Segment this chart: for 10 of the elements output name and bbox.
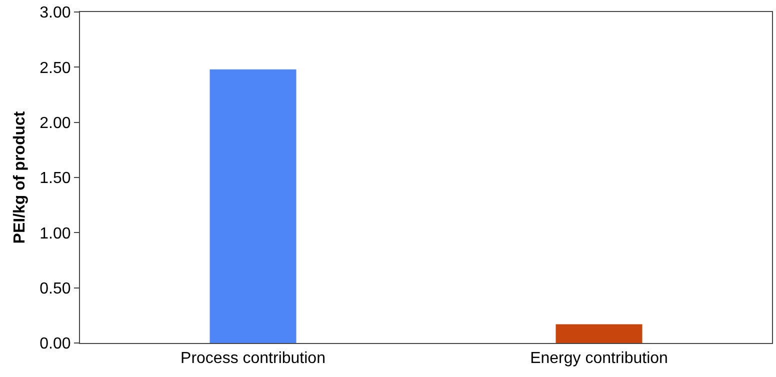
y-axis-title: PEI/kg of product [12,110,29,244]
x-tick-label: Process contribution [180,350,326,368]
y-tick-label: 3.00 [40,4,71,22]
y-tick-label: 1.50 [40,170,71,188]
y-tick-label: 0.50 [40,280,71,298]
y-tick-label: 0.00 [40,336,71,353]
y-tick-label: 2.00 [40,114,71,132]
x-tick-label: Energy contribution [530,350,668,368]
y-tick-label: 2.50 [40,60,71,77]
y-tick-label: 1.00 [40,225,71,242]
